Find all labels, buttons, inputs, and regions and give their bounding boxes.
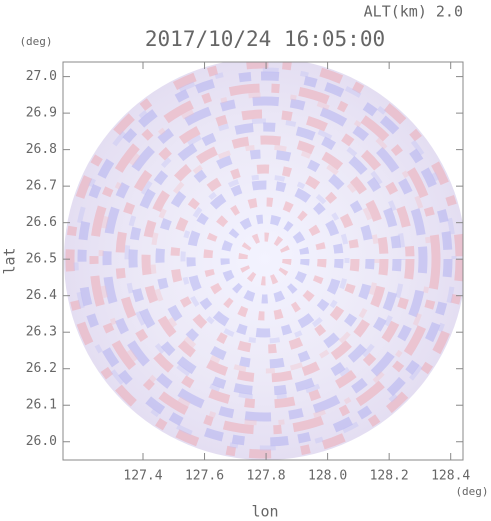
y-tick-label: 26.3 [26,325,57,340]
y-tick-label: 26.0 [26,434,57,449]
chart-title: 2017/10/24 16:05:00 [145,27,385,51]
x-unit: (deg) [455,485,488,498]
y-tick-label: 27.0 [26,69,57,84]
x-tick-label: 127.8 [247,469,286,484]
altitude-label: ALT(km) 2.0 [364,3,463,21]
y-tick-label: 26.6 [26,215,57,230]
y-tick-label: 26.5 [26,252,57,267]
y-unit: (deg) [19,35,52,48]
x-axis-label: lon [251,503,278,521]
y-tick-label: 26.8 [26,142,57,157]
y-tick-label: 26.7 [26,179,57,194]
y-tick-label: 26.1 [26,398,57,413]
y-tick-label: 26.9 [26,106,57,121]
y-axis-label: lat [1,247,19,274]
x-tick-label: 127.6 [185,469,224,484]
x-tick-label: 128.2 [370,469,409,484]
x-tick-label: 127.4 [123,469,162,484]
y-tick-label: 26.2 [26,361,57,376]
plot-frame [62,61,464,461]
radar-field [64,62,463,460]
x-tick-label: 128.0 [308,469,347,484]
x-tick-label: 128.4 [431,469,470,484]
y-tick-label: 26.4 [26,288,57,303]
